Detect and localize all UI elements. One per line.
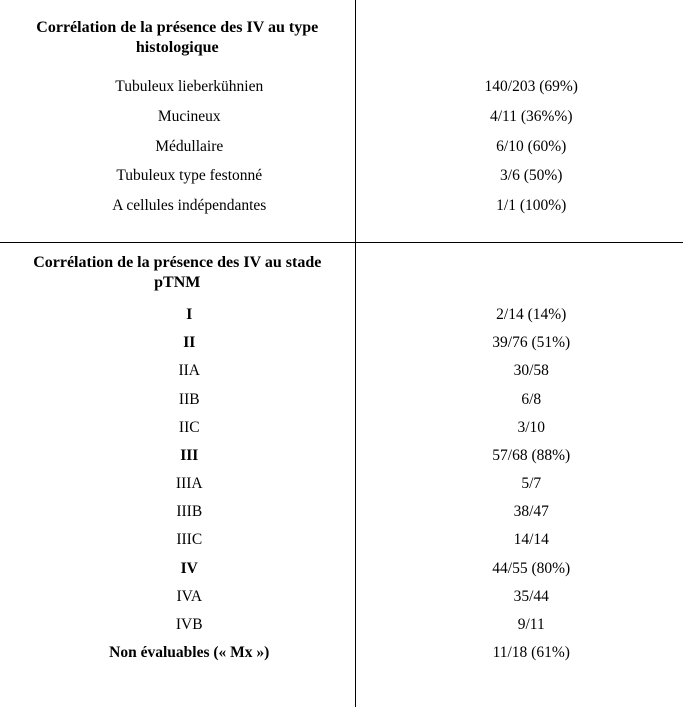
row-value: 9/11 [368, 616, 683, 634]
row-value: 6/8 [368, 391, 683, 409]
row-label: A cellules indépendantes [12, 197, 367, 215]
table-row: 44/55 (80%) [356, 554, 683, 582]
cell-section2-right: 2/14 (14%) 39/76 (51%) 30/58 6/8 3/10 57… [355, 242, 683, 707]
table-row: Tubuleux type festonné [0, 161, 379, 191]
row-label: II [12, 334, 367, 352]
cell-section1-left: Corrélation de la présence des IV au typ… [0, 0, 355, 242]
row-value: 38/47 [368, 503, 683, 521]
row-label: Non évaluables (« Mx ») [12, 644, 367, 662]
row-label: IVB [12, 616, 367, 634]
table-row: Tubuleux lieberkühnien [0, 72, 379, 102]
cell-section2-left: Corrélation de la présence des IV au sta… [0, 242, 355, 707]
rows-histologique: Tubuleux lieberkühnien Mucineux Médullai… [0, 72, 355, 221]
row-label: IIIB [12, 503, 367, 521]
row-value: 11/18 (61%) [368, 644, 683, 662]
row-label: Tubuleux type festonné [12, 167, 367, 185]
row-value: 6/10 (60%) [368, 138, 683, 156]
table-row: A cellules indépendantes [0, 191, 379, 221]
table-row: 14/14 [356, 526, 683, 554]
data-table: Corrélation de la présence des IV au typ… [0, 0, 683, 707]
values-histologique: 140/203 (69%) 4/11 (36%%) 6/10 (60%) 3/6… [356, 72, 683, 221]
row-label: Mucineux [12, 108, 367, 126]
table-row: IV [0, 554, 379, 582]
table-row: 2/14 (14%) [356, 301, 683, 329]
table-row: I [0, 301, 379, 329]
table-row: Médullaire [0, 132, 379, 162]
row-value: 3/6 (50%) [368, 167, 683, 185]
row-value: 4/11 (36%%) [368, 108, 683, 126]
table-row: 39/76 (51%) [356, 329, 683, 357]
cell-section1-right: 140/203 (69%) 4/11 (36%%) 6/10 (60%) 3/6… [355, 0, 683, 242]
row-value: 1/1 (100%) [368, 197, 683, 215]
table-row: 3/10 [356, 414, 683, 442]
values-ptnm: 2/14 (14%) 39/76 (51%) 30/58 6/8 3/10 57… [356, 301, 683, 667]
table-row: 35/44 [356, 583, 683, 611]
row-value: 44/55 (80%) [368, 560, 683, 578]
table-row: 30/58 [356, 357, 683, 385]
table-row: 9/11 [356, 611, 683, 639]
row-label: IIB [12, 391, 367, 409]
table-row: 38/47 [356, 498, 683, 526]
row-value: 140/203 (69%) [368, 78, 683, 96]
row-label: I [12, 306, 367, 324]
row-value: 3/10 [368, 419, 683, 437]
table-row: 3/6 (50%) [356, 161, 683, 191]
table-row: IIA [0, 357, 379, 385]
table-row: IIIB [0, 498, 379, 526]
table-row: Mucineux [0, 102, 379, 132]
page: Corrélation de la présence des IV au typ… [0, 0, 683, 707]
table-row: IIB [0, 385, 379, 413]
table-row: 1/1 (100%) [356, 191, 683, 221]
section-header-ptnm: Corrélation de la présence des IV au sta… [0, 243, 355, 301]
table-row: Non évaluables (« Mx ») [0, 639, 379, 667]
row-label: IV [12, 560, 367, 578]
table-row: II [0, 329, 379, 357]
table-row: 6/8 [356, 385, 683, 413]
table-row: 57/68 (88%) [356, 442, 683, 470]
table-row: 11/18 (61%) [356, 639, 683, 667]
table-row: 4/11 (36%%) [356, 102, 683, 132]
table-row: III [0, 442, 379, 470]
row-label: Médullaire [12, 138, 367, 156]
row-value: 14/14 [368, 531, 683, 549]
row-value: 5/7 [368, 475, 683, 493]
table-row: 5/7 [356, 470, 683, 498]
table-row: IIC [0, 414, 379, 442]
row-value: 30/58 [368, 362, 683, 380]
rows-ptnm: I II IIA IIB IIC III IIIA IIIB IIIC IV I… [0, 301, 355, 667]
row-label: IVA [12, 588, 367, 606]
row-label: IIIC [12, 531, 367, 549]
row-label: IIA [12, 362, 367, 380]
table-row: IVA [0, 583, 379, 611]
row-label: IIC [12, 419, 367, 437]
row-label: Tubuleux lieberkühnien [12, 78, 367, 96]
table-row: Corrélation de la présence des IV au typ… [0, 0, 683, 242]
row-value: 2/14 (14%) [368, 306, 683, 324]
section-header-histologique: Corrélation de la présence des IV au typ… [0, 0, 355, 72]
row-value: 35/44 [368, 588, 683, 606]
row-label: III [12, 447, 367, 465]
row-label: IIIA [12, 475, 367, 493]
table-row: IIIC [0, 526, 379, 554]
row-value: 57/68 (88%) [368, 447, 683, 465]
table-row: IVB [0, 611, 379, 639]
row-value: 39/76 (51%) [368, 334, 683, 352]
table-row: IIIA [0, 470, 379, 498]
table-row: 6/10 (60%) [356, 132, 683, 162]
table-row: 140/203 (69%) [356, 72, 683, 102]
table-row: Corrélation de la présence des IV au sta… [0, 242, 683, 707]
